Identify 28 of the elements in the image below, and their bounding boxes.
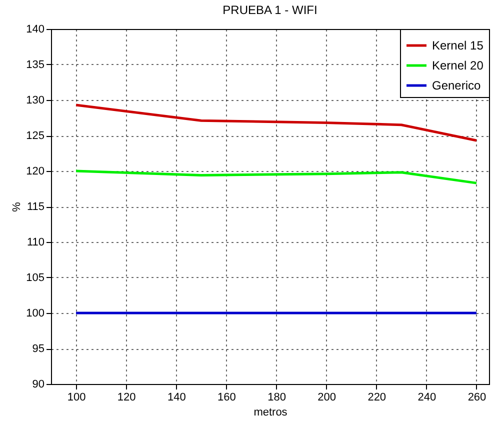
y-tick-label: 90 xyxy=(32,378,44,390)
legend-label: Kernel 20 xyxy=(432,58,484,72)
x-tick-label: 180 xyxy=(268,392,286,404)
line-series xyxy=(74,104,478,142)
x-tick-label: 220 xyxy=(368,392,386,404)
y-tick-label: 120 xyxy=(26,166,44,178)
y-tick-label: 125 xyxy=(26,130,44,142)
x-tick-label: 160 xyxy=(218,392,236,404)
y-tick-label: 110 xyxy=(26,236,44,248)
y-tick-label: 95 xyxy=(32,343,44,355)
y-tick-label: 135 xyxy=(26,59,44,71)
legend-label: Kernel 15 xyxy=(432,38,484,52)
x-tick-label: 120 xyxy=(117,392,136,404)
x-tick-label: 140 xyxy=(167,392,186,404)
x-tick-label: 260 xyxy=(468,392,486,404)
y-tick-label: 140 xyxy=(26,24,44,36)
x-tick-label: 240 xyxy=(418,392,436,404)
y-axis-title: % xyxy=(11,202,24,212)
y-tick-label: 100 xyxy=(26,308,44,320)
x-tick-label: 200 xyxy=(318,392,336,404)
line-series xyxy=(74,170,478,184)
y-tick-label: 115 xyxy=(26,201,44,213)
chart-title: PRUEBA 1 - WIFI xyxy=(222,3,318,17)
x-tick-label: 100 xyxy=(67,392,86,404)
x-axis-title: metros xyxy=(254,406,288,418)
y-tick-label: 105 xyxy=(26,272,44,284)
legend-label: Generico xyxy=(432,78,482,92)
y-tick-label: 130 xyxy=(26,94,44,106)
